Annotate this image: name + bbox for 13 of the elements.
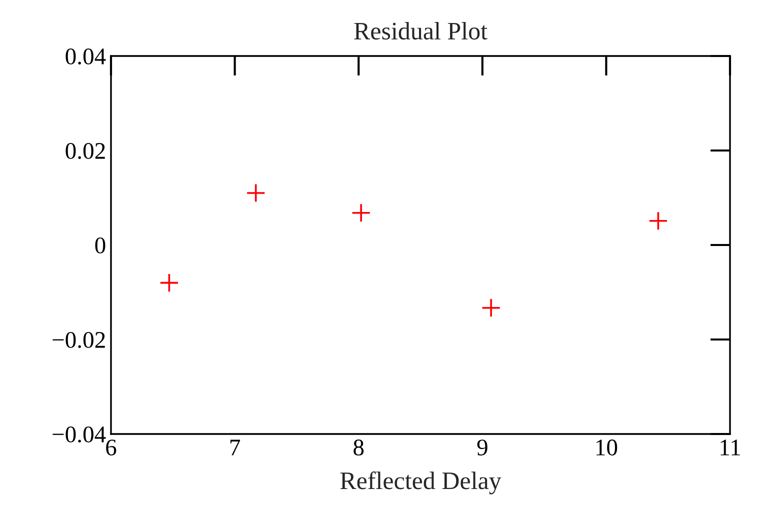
y-tick-label: −0.04 xyxy=(52,426,106,443)
x-axis-title: Reflected Delay xyxy=(340,471,502,494)
x-tick-label: 9 xyxy=(477,440,488,456)
y-tick-label: 0.02 xyxy=(66,142,105,160)
y-tick-label: 0 xyxy=(95,237,106,254)
x-tick-label: 6 xyxy=(106,440,116,456)
y-tick-label: −0.02 xyxy=(52,332,105,348)
x-tick-label: 10 xyxy=(596,440,618,456)
x-tick-label: 7 xyxy=(230,440,240,456)
y-tick-label: 0.04 xyxy=(66,48,106,65)
x-tick-label: 11 xyxy=(720,440,740,456)
chart-title: Residual Plot xyxy=(354,22,488,40)
x-tick-label: 8 xyxy=(354,440,364,456)
